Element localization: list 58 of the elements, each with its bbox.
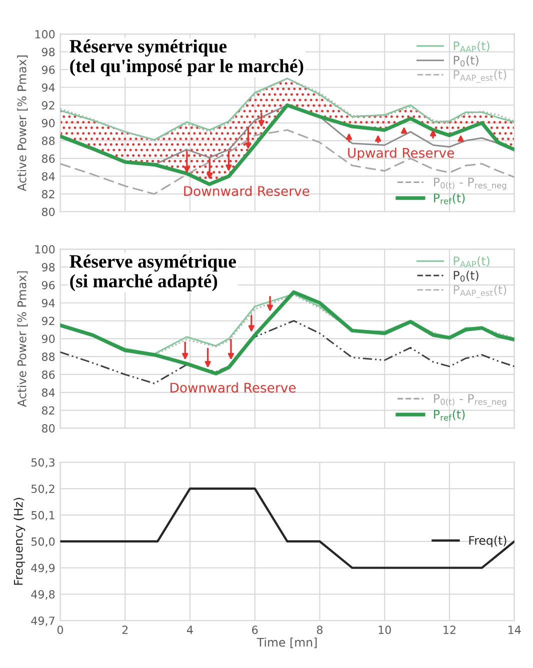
y-tick-label: 50,2 [31, 484, 54, 494]
legend-label: Freq(t) [469, 536, 506, 548]
y-tick-label: 98 [42, 263, 55, 272]
line-series [60, 129, 514, 195]
y-tick-label: 96 [42, 280, 55, 290]
annotation: Upward Reserve [348, 148, 454, 160]
legend-label: P$_{0}$(t) [454, 56, 478, 67]
x-tick-label: 10 [378, 626, 391, 634]
x-tick-label: 0 [57, 626, 64, 634]
y-tick-label: 80 [42, 208, 55, 216]
y-tick-label: 80 [42, 424, 55, 433]
legend-label: P$_{AAP}$(t) [454, 256, 490, 268]
y-tick-label: 88 [42, 136, 55, 146]
y-tick-label: 90 [42, 334, 55, 344]
y-tick-label: 49,7 [31, 616, 54, 626]
y-tick-label: 90 [42, 118, 55, 128]
x-tick-label: 14 [508, 626, 521, 634]
y-tick-label: 92 [42, 101, 54, 110]
y-tick-label: 84 [42, 172, 55, 181]
y-tick-label: 100 [35, 245, 55, 254]
x-axis-title: Time [mn] [256, 638, 317, 648]
y-tick-label: 50,0 [31, 537, 55, 547]
y-tick-label: 94 [42, 298, 55, 308]
text: Réserve asymétrique (si marché adapté) [70, 254, 236, 292]
x-tick-label: 2 [122, 626, 128, 634]
y-tick-label: 88 [42, 352, 55, 361]
x-tick-label: 8 [316, 626, 322, 634]
x-tick-label: 12 [444, 626, 456, 634]
y-tick-label: 98 [42, 48, 55, 56]
y-tick-label: 94 [42, 83, 55, 92]
y-tick-label: 49,9 [31, 564, 55, 574]
y-axis-title: Active Power [% Pmax] [17, 56, 28, 192]
y-tick-label: 82 [42, 190, 54, 198]
x-tick-label: 6 [252, 626, 258, 634]
y-tick-label: 86 [42, 370, 55, 379]
legend-label: P$_{ref}$(t) [434, 193, 465, 204]
legend-label: P$_{0}$(t) [454, 270, 478, 282]
legend-label: P$_{AAP_est}$(t) [454, 285, 506, 298]
y-tick-label: 50,3 [31, 458, 54, 468]
y-axis-title: Active Power [% Pmax] [17, 271, 28, 407]
legend-label: P$_{0(t)}$ - P$_{res_neg}$ [434, 178, 506, 190]
legend-label: P$_{AAP_est}$(t) [454, 70, 506, 83]
annotation: Downward Reserve [170, 382, 296, 393]
y-tick-label: 82 [42, 406, 54, 415]
y-axis-title: Frequency (Hz) [14, 498, 26, 585]
y-tick-label: 96 [42, 66, 55, 74]
y-tick-label: 84 [42, 388, 55, 397]
x-tick-label: 4 [186, 626, 193, 634]
legend-label: P$_{AAP}$(t) [454, 41, 490, 52]
annotation: Downward Reserve [184, 186, 310, 196]
legend-label: P$_{ref}$(t) [434, 410, 465, 421]
y-tick-label: 100 [35, 30, 55, 38]
y-tick-label: 86 [42, 154, 55, 163]
text: Réserve symétrique (tel qu'imposé par le marché) [70, 39, 304, 76]
y-tick-label: 50,1 [31, 511, 54, 521]
legend-label: P$_{0(t)}$ - P$_{res_neg}$ [434, 394, 506, 407]
y-tick-label: 92 [42, 316, 54, 326]
y-tick-label: 49,8 [31, 590, 55, 600]
